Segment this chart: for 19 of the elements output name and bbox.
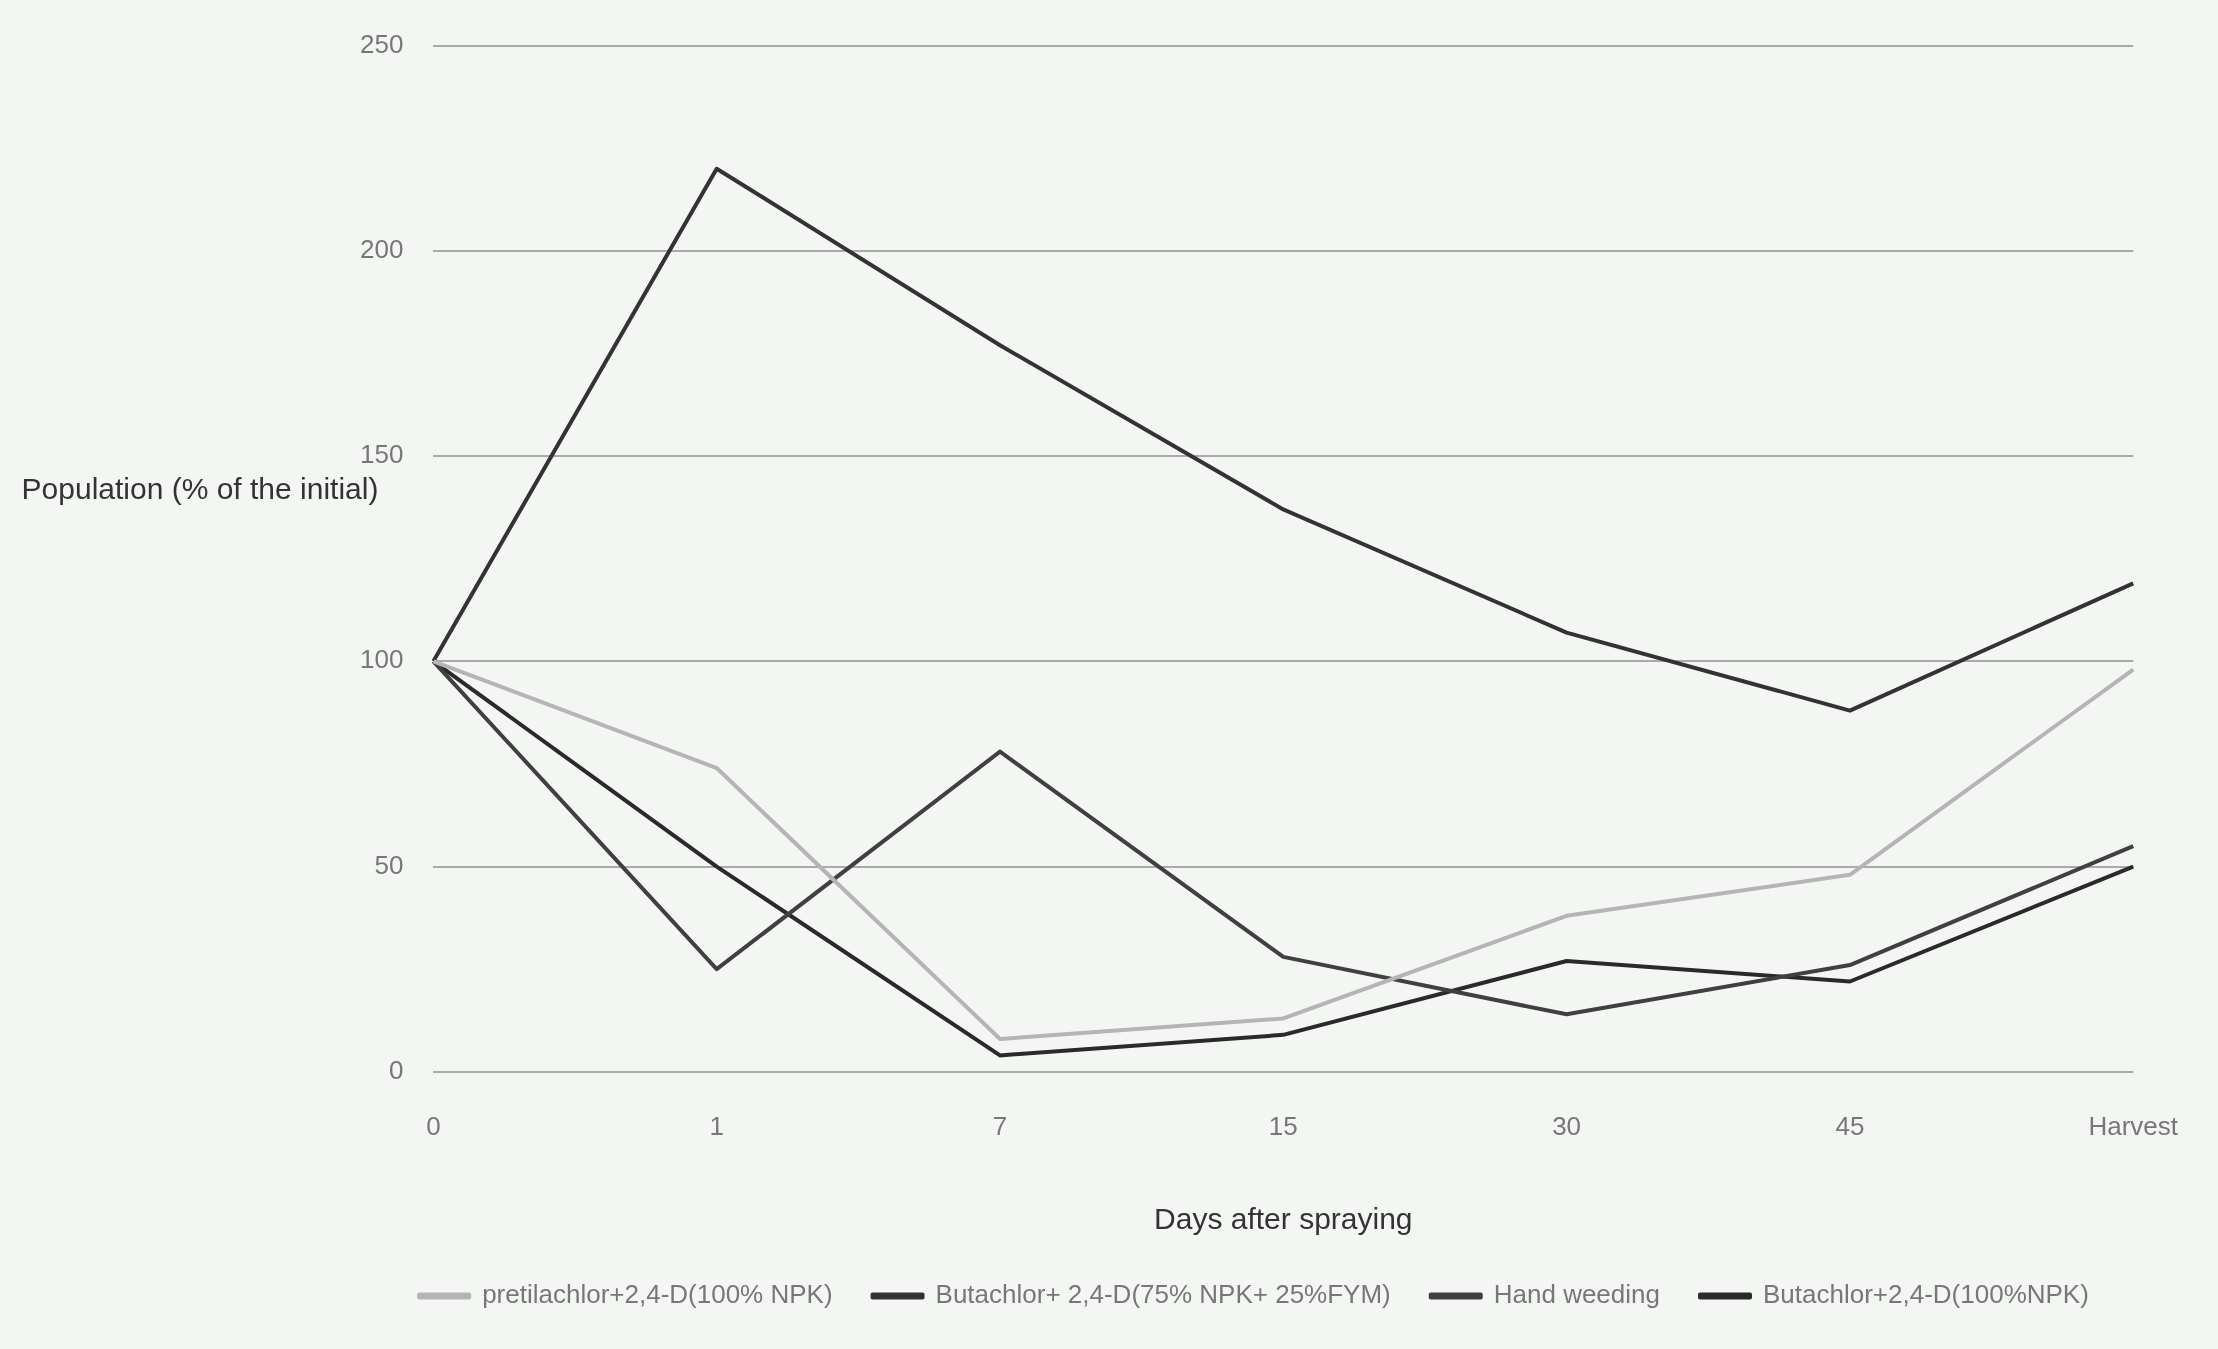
y-tick-label: 0 (388, 1054, 404, 1085)
x-tick-label: 45 (1835, 1110, 1865, 1141)
x-tick-label: 1 (709, 1110, 724, 1141)
y-axis-title: Population (% of the initial) (20, 471, 380, 507)
legend-label: Hand weeding (1493, 1279, 1660, 1310)
legend-label: Butachlor+2,4-D(100%NPK) (1762, 1279, 2089, 1310)
x-tick-label: Harvest (2088, 1110, 2179, 1141)
legend-label: Butachlor+ 2,4-D(75% NPK+ 25%FYM) (935, 1279, 1391, 1310)
x-tick-label: 0 (426, 1110, 441, 1141)
y-tick-label: 250 (359, 28, 404, 59)
y-tick-label: 150 (359, 439, 404, 470)
y-tick-label: 200 (359, 234, 404, 265)
y-tick-label: 100 (359, 644, 404, 675)
y-tick-label: 50 (374, 849, 404, 880)
x-tick-label: 15 (1268, 1110, 1298, 1141)
legend-label: pretilachlor+2,4-D(100% NPK) (482, 1279, 833, 1310)
x-tick-label: 30 (1552, 1110, 1582, 1141)
x-tick-label: 7 (992, 1110, 1008, 1141)
x-axis-title: Days after spraying (1154, 1202, 1413, 1236)
